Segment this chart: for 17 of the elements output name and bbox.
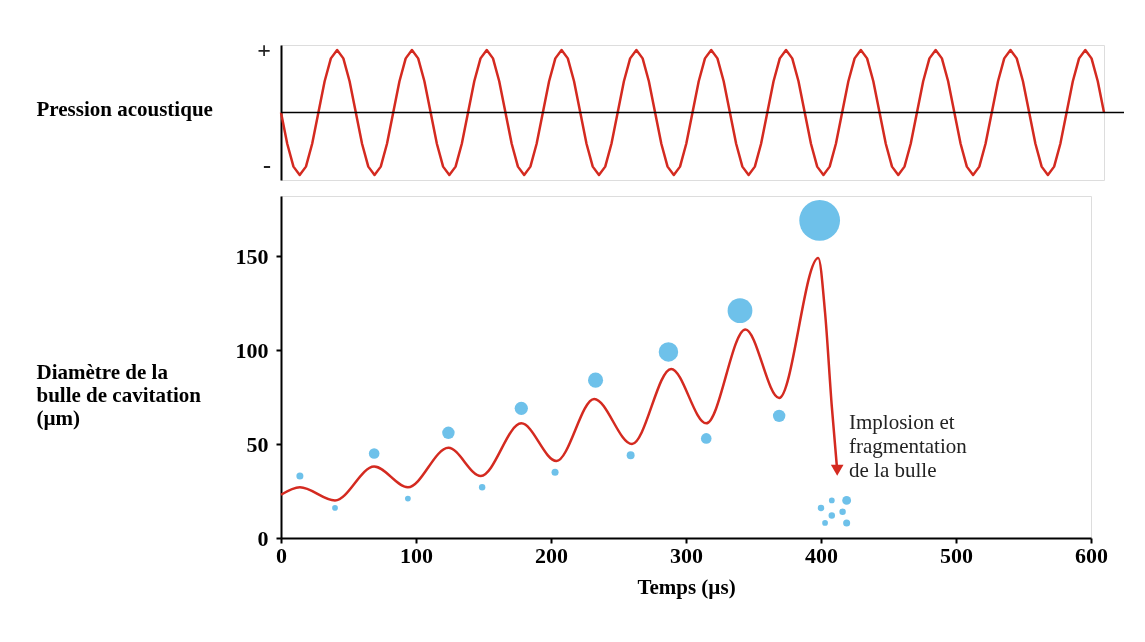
text: + xyxy=(257,37,271,63)
x-tick-label: 600 xyxy=(1075,542,1108,568)
text: - xyxy=(263,152,271,178)
x-tick-label: 200 xyxy=(535,542,568,568)
annotation: Implosion et fragmentation de la bulle xyxy=(849,410,968,482)
x-tick-label: 400 xyxy=(805,542,838,568)
y-tick-label: 150 xyxy=(235,243,269,269)
y-axis-title: Diamètre de la bulle de cavitation (µm) xyxy=(36,359,202,430)
x-tick-label: 500 xyxy=(940,542,973,568)
x-tick-label: 100 xyxy=(400,542,433,568)
x-tick-label: 300 xyxy=(670,542,703,568)
y-axis-title: Pression acoustique xyxy=(36,97,213,121)
x-tick-label: 0 xyxy=(276,542,287,568)
y-tick-label: 50 xyxy=(246,431,269,457)
y-tick-label: 100 xyxy=(235,337,269,363)
x-axis-title: Temps (µs) xyxy=(637,574,736,599)
y-tick-label: 0 xyxy=(257,525,269,551)
